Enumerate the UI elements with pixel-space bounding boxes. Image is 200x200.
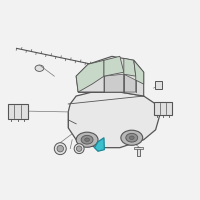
Circle shape xyxy=(57,145,64,152)
Polygon shape xyxy=(134,60,144,84)
Ellipse shape xyxy=(76,132,98,147)
Polygon shape xyxy=(94,138,104,151)
Bar xyxy=(154,102,172,115)
Circle shape xyxy=(74,144,84,154)
Bar xyxy=(137,147,140,156)
Polygon shape xyxy=(124,74,136,92)
Polygon shape xyxy=(68,92,160,148)
Ellipse shape xyxy=(129,136,134,139)
Circle shape xyxy=(76,146,82,151)
Bar xyxy=(155,81,162,89)
Polygon shape xyxy=(76,56,144,96)
Ellipse shape xyxy=(81,135,93,144)
Ellipse shape xyxy=(126,133,138,142)
Polygon shape xyxy=(104,74,124,92)
Bar xyxy=(134,147,143,149)
Circle shape xyxy=(54,143,66,155)
Ellipse shape xyxy=(85,138,89,141)
Ellipse shape xyxy=(121,130,143,145)
Polygon shape xyxy=(124,58,136,76)
Ellipse shape xyxy=(35,65,44,71)
Polygon shape xyxy=(104,56,124,76)
Bar xyxy=(8,104,28,119)
Polygon shape xyxy=(76,60,104,92)
